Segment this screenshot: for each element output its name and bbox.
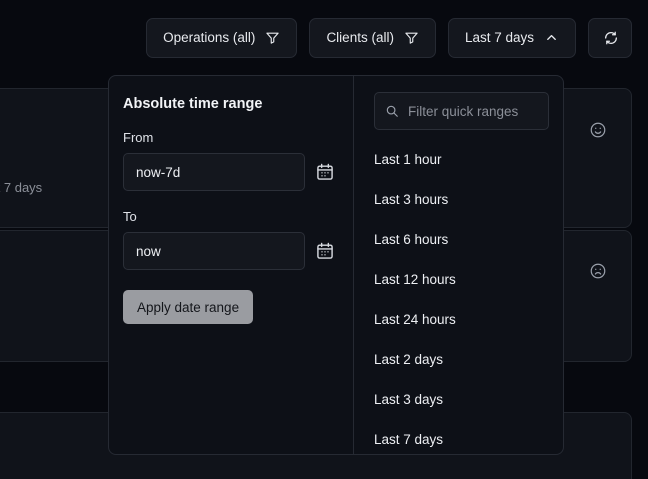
quick-range-item[interactable]: Last 7 days — [354, 420, 563, 454]
quick-range-item[interactable]: Last 12 hours — [354, 260, 563, 300]
quick-range-item[interactable]: Last 3 days — [354, 380, 563, 420]
operations-filter-button[interactable]: Operations (all) — [146, 17, 298, 58]
operations-filter-label: Operations (all) — [163, 30, 256, 45]
filter-funnel-icon — [265, 30, 280, 45]
absolute-time-range-title: Absolute time range — [123, 96, 263, 112]
apply-date-range-button[interactable]: Apply date range — [123, 290, 254, 324]
refresh-icon — [603, 30, 618, 45]
calendar-icon — [315, 242, 335, 264]
clients-filter-button[interactable]: Clients (all) — [309, 17, 436, 58]
dashboard-toolbar: Operations (all) Clients (all) Last 7 da… — [0, 0, 648, 75]
refresh-button[interactable] — [588, 17, 632, 58]
absolute-time-range-section: Absolute time range From — [109, 76, 354, 454]
from-field-row — [123, 153, 333, 191]
quick-range-item[interactable]: Last 2 days — [354, 340, 563, 380]
quick-ranges-list[interactable]: Last 1 hour Last 3 hours Last 6 hours Last … — [354, 140, 563, 454]
quick-ranges-search-input[interactable] — [374, 92, 549, 130]
to-field-row — [123, 232, 333, 270]
chevron-up-icon — [544, 30, 559, 45]
calendar-icon — [315, 163, 335, 185]
quick-range-item[interactable]: Last 24 hours — [354, 300, 563, 340]
background-card-top-caption: ations in last 7 days — [0, 180, 43, 195]
from-label: From — [123, 130, 154, 145]
quick-range-item[interactable]: Last 3 hours — [354, 180, 563, 220]
to-input[interactable] — [123, 232, 305, 270]
smiley-face-icon — [589, 121, 607, 139]
to-calendar-button[interactable] — [315, 241, 335, 261]
time-range-label: Last 7 days — [464, 30, 534, 45]
to-label: To — [123, 209, 137, 224]
quick-range-item[interactable]: Last 6 hours — [354, 220, 563, 260]
from-calendar-button[interactable] — [315, 162, 335, 182]
frowning-face-icon — [589, 262, 607, 280]
from-input[interactable] — [123, 153, 305, 191]
time-range-picker-panel: Absolute time range From — [108, 75, 564, 455]
filter-funnel-icon — [404, 30, 419, 45]
clients-filter-label: Clients (all) — [326, 30, 394, 45]
quick-ranges-search-wrap — [374, 92, 549, 130]
time-range-button[interactable]: Last 7 days — [447, 17, 576, 58]
quick-range-item[interactable]: Last 1 hour — [354, 140, 563, 180]
